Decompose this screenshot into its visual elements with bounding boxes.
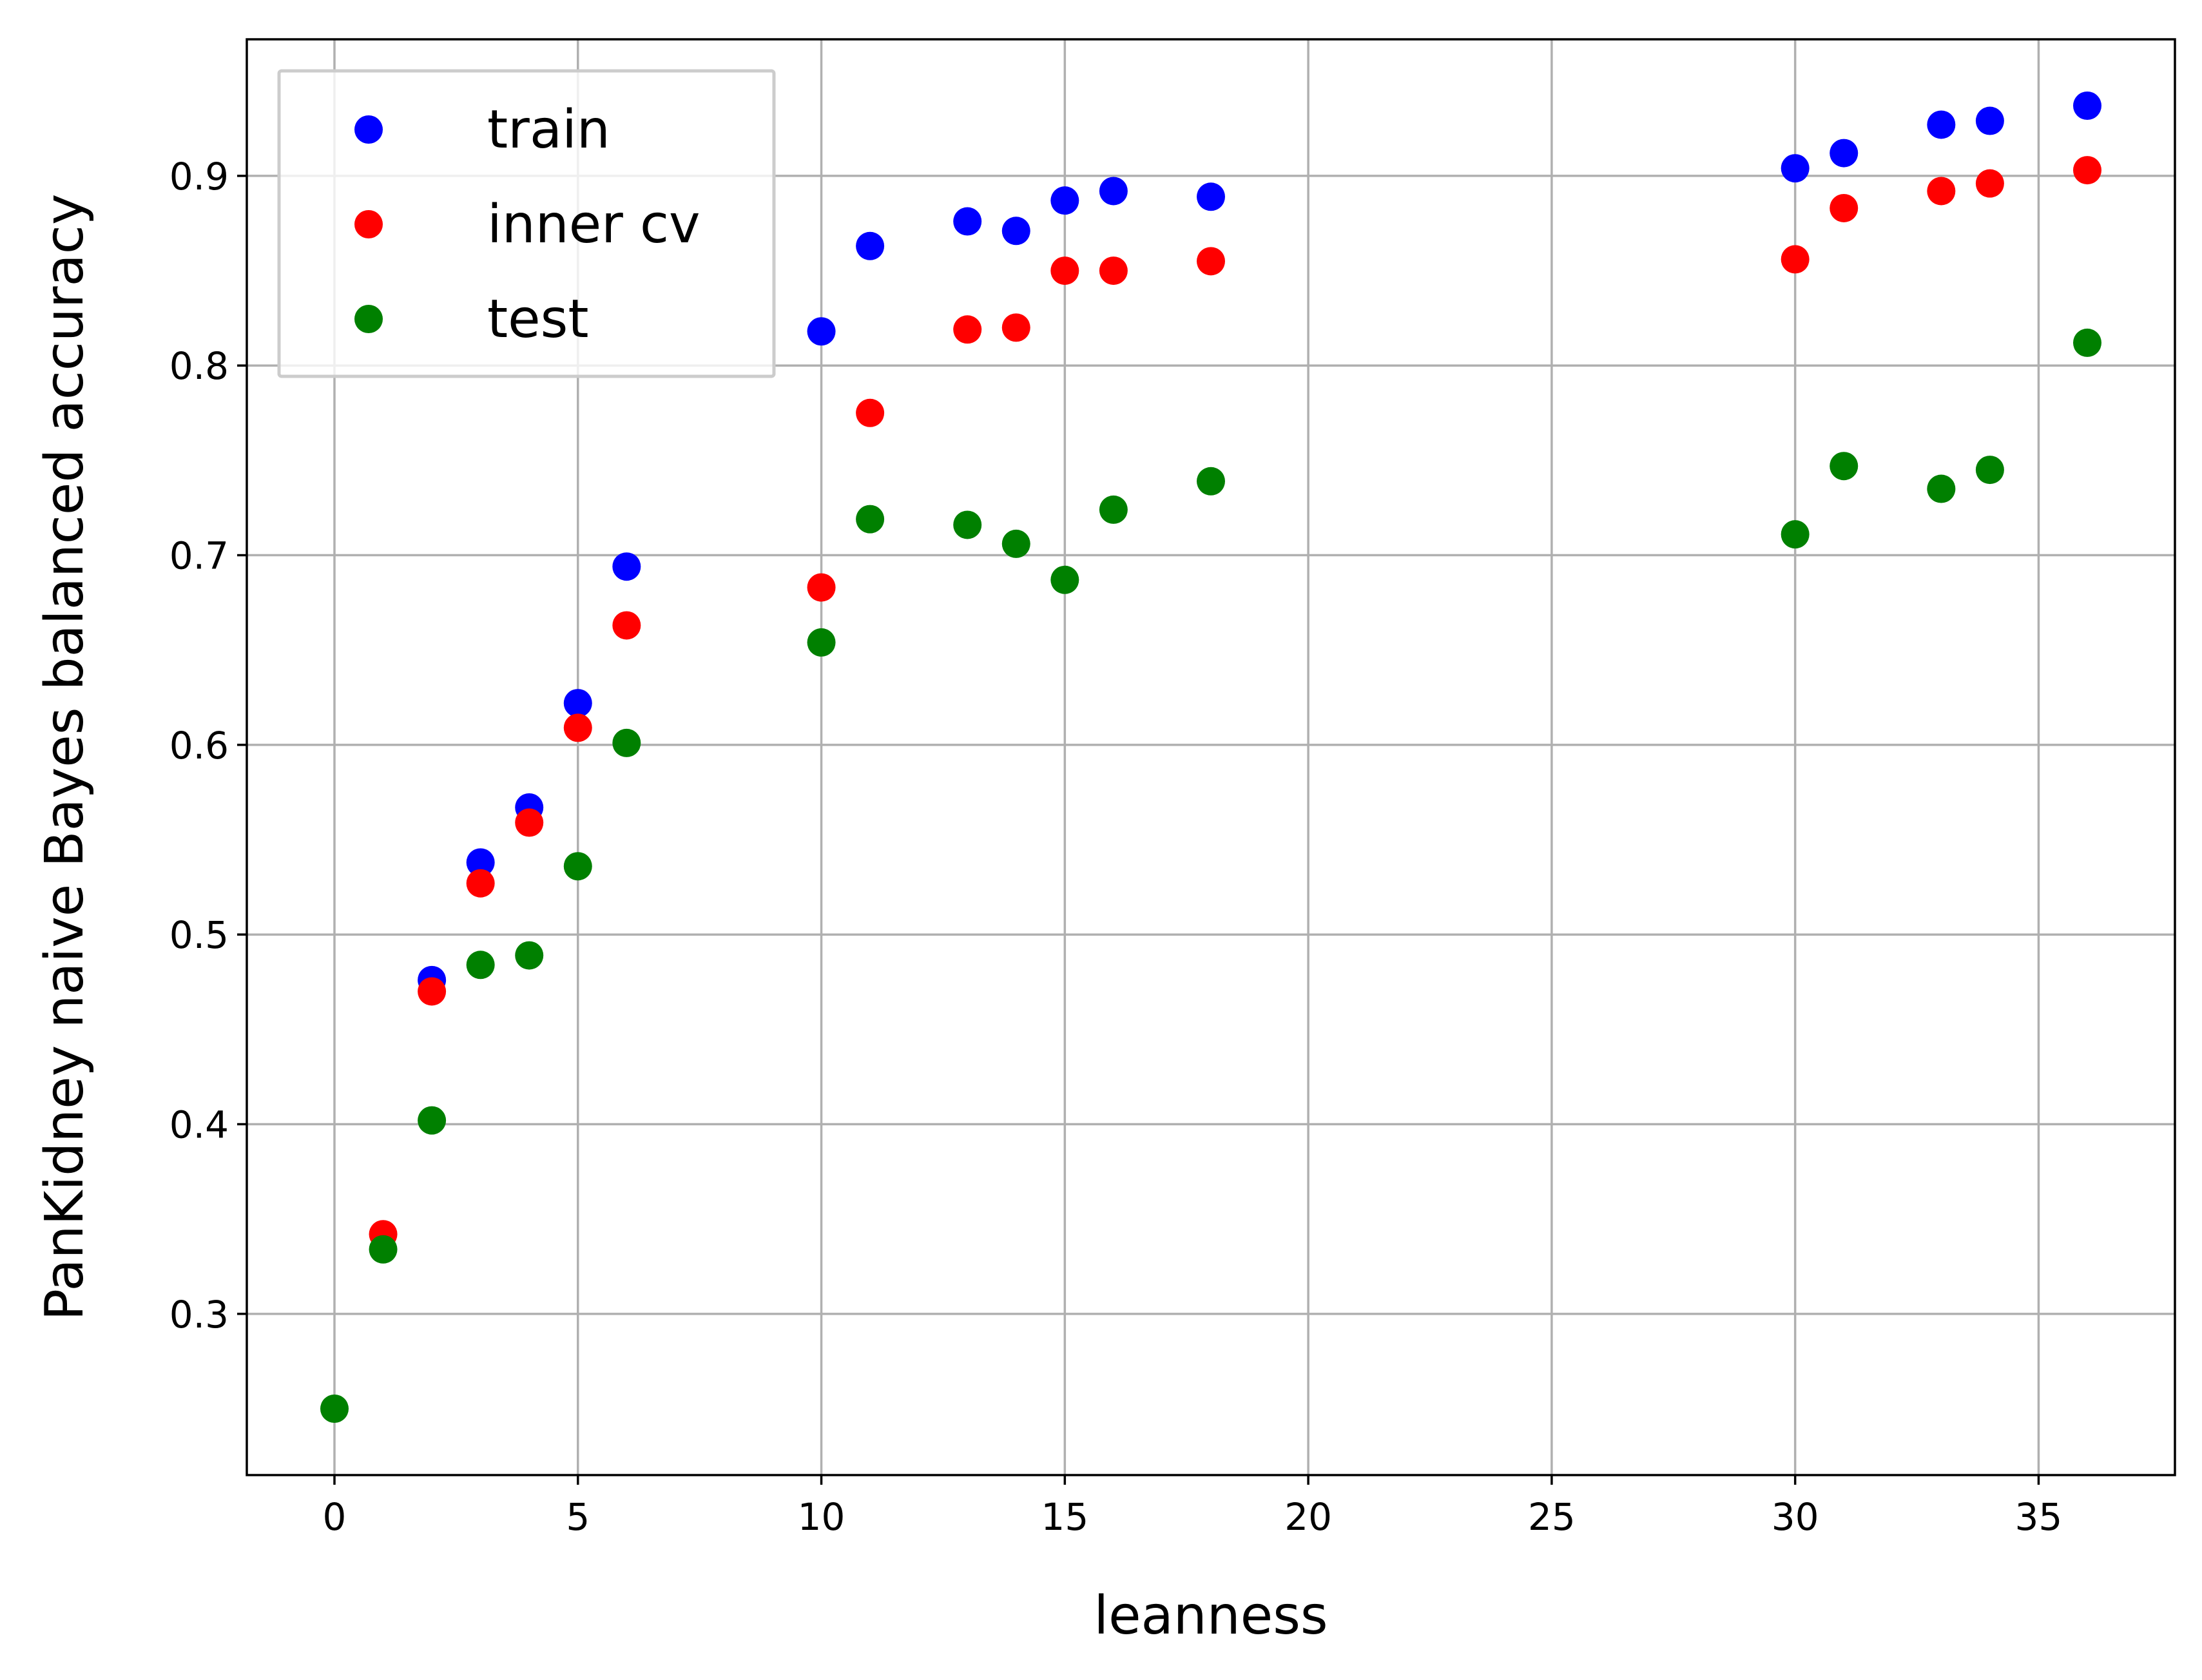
y-tick-label: 0.6 (169, 724, 229, 768)
point-test (1781, 520, 1810, 549)
point-inner-cv (612, 611, 641, 640)
x-axis-label: leanness (1094, 1585, 1328, 1646)
point-inner-cv (953, 315, 982, 344)
point-inner-cv (466, 869, 495, 898)
legend-label-inner-cv: inner cv (487, 194, 700, 255)
x-tick-label: 10 (798, 1495, 845, 1539)
data-points (320, 92, 2101, 1423)
y-tick-label: 0.5 (169, 913, 229, 957)
y-tick-label: 0.8 (169, 344, 229, 388)
point-test (612, 728, 641, 757)
point-inner-cv (856, 398, 885, 427)
point-test (1197, 467, 1225, 496)
point-inner-cv (1927, 177, 1956, 206)
point-test (369, 1235, 398, 1264)
point-train (466, 848, 495, 877)
legend-label-test: test (487, 289, 588, 350)
point-train (1781, 154, 1810, 183)
point-train (1197, 182, 1225, 211)
x-axis-ticks: 0 5 10 15 20 25 30 35 (323, 1475, 2063, 1539)
point-test (466, 951, 495, 980)
point-test (953, 510, 982, 539)
point-test (1975, 456, 2004, 485)
point-train (1927, 110, 1956, 139)
legend-marker-test (354, 305, 383, 333)
point-test (320, 1394, 349, 1423)
x-tick-label: 0 (323, 1495, 347, 1539)
point-inner-cv (1830, 193, 1859, 222)
point-train (807, 317, 836, 346)
legend-marker-train (354, 115, 383, 144)
plot-frame (246, 38, 2176, 1476)
point-test (418, 1106, 447, 1135)
point-train (2073, 92, 2101, 121)
point-test (1927, 474, 1956, 503)
point-inner-cv (2073, 156, 2101, 185)
point-test (1001, 529, 1030, 558)
point-inner-cv (515, 808, 544, 837)
x-tick-label: 25 (1528, 1495, 1576, 1539)
legend: train inner cv test (277, 69, 776, 378)
legend-label-train: train (487, 99, 610, 160)
point-test (515, 941, 544, 970)
point-inner-cv (563, 713, 592, 742)
point-inner-cv (418, 977, 447, 1006)
x-tick-label: 5 (566, 1495, 590, 1539)
point-inner-cv (1781, 245, 1810, 274)
point-inner-cv (807, 573, 836, 602)
y-axis-ticks: 0.3 0.4 0.5 0.6 0.7 0.8 0.9 (169, 155, 247, 1337)
point-test (563, 852, 592, 881)
point-inner-cv (1050, 256, 1079, 285)
x-tick-label: 35 (2015, 1495, 2063, 1539)
point-test (807, 628, 836, 657)
point-train (1001, 217, 1030, 246)
legend-box (277, 69, 776, 378)
point-train (1050, 186, 1079, 215)
x-tick-label: 20 (1284, 1495, 1332, 1539)
point-train (612, 552, 641, 581)
point-inner-cv (1099, 256, 1128, 285)
point-test (1050, 565, 1079, 594)
y-axis-label: PanKidney naive Bayes balanced accuracy (34, 194, 95, 1321)
point-train (856, 231, 885, 260)
x-tick-label: 15 (1041, 1495, 1088, 1539)
y-tick-label: 0.4 (169, 1103, 229, 1147)
legend-marker-inner-cv (354, 210, 383, 238)
y-tick-label: 0.9 (169, 155, 229, 198)
point-test (2073, 328, 2101, 357)
point-train (1830, 139, 1859, 168)
point-inner-cv (1001, 313, 1030, 342)
point-train (1099, 177, 1128, 206)
x-tick-label: 30 (1772, 1495, 1819, 1539)
point-test (856, 505, 885, 534)
y-tick-label: 0.7 (169, 534, 229, 578)
y-tick-label: 0.3 (169, 1293, 229, 1337)
point-test (1830, 452, 1859, 481)
point-inner-cv (1975, 169, 2004, 198)
point-train (563, 689, 592, 718)
point-test (1099, 495, 1128, 524)
grid-lines (247, 39, 2175, 1475)
point-inner-cv (1197, 247, 1225, 276)
point-train (1975, 106, 2004, 135)
point-train (953, 207, 982, 236)
